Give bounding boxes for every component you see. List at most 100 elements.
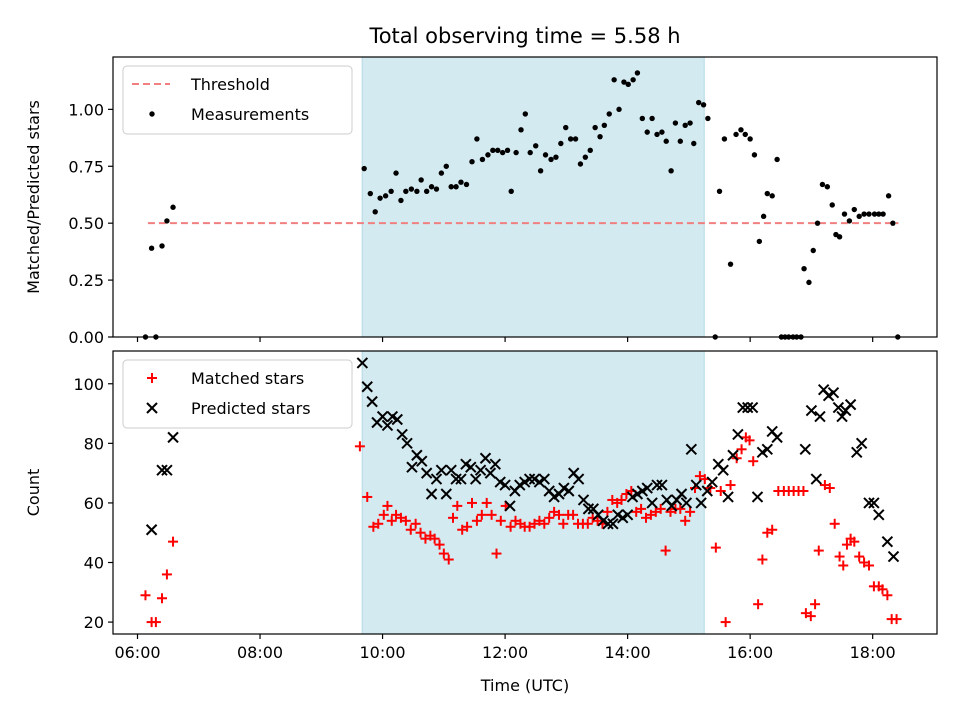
data-point (871, 211, 878, 217)
legend-swatch (146, 402, 158, 414)
data-point (677, 138, 684, 144)
data-point (452, 500, 463, 511)
data-point (715, 486, 726, 497)
data-point (418, 177, 424, 183)
data-point (491, 548, 502, 559)
data-point (474, 136, 480, 142)
data-point (504, 147, 511, 154)
data-point (563, 124, 569, 131)
y-tick-label: 100 (73, 375, 104, 394)
data-point (824, 184, 831, 190)
data-point (438, 170, 445, 176)
data-point (469, 473, 482, 485)
data-point (856, 213, 862, 220)
data-point (764, 190, 770, 197)
data-point (558, 140, 564, 147)
data-point (646, 497, 658, 509)
data-point (495, 147, 501, 154)
data-point (880, 211, 886, 217)
data-point (751, 491, 764, 503)
data-point (428, 184, 435, 190)
data-point (824, 483, 835, 494)
legend-label: Measurements (191, 105, 309, 124)
data-point (373, 518, 384, 529)
data-point (668, 168, 674, 174)
data-point (157, 593, 168, 604)
data-point (354, 441, 365, 452)
x-tick-label: 14:00 (605, 643, 651, 662)
data-point (733, 131, 739, 138)
data-point (474, 464, 487, 476)
data-point (434, 539, 445, 550)
data-point (505, 521, 516, 532)
data-point (641, 482, 653, 494)
data-point (882, 590, 893, 601)
data-point (756, 238, 763, 245)
series-measurements (142, 70, 901, 340)
data-point (655, 503, 666, 514)
data-point (381, 419, 394, 432)
plot-frame (112, 350, 938, 635)
data-point (841, 539, 852, 550)
data-point (757, 554, 768, 565)
data-point (695, 497, 707, 509)
data-point (479, 452, 492, 464)
data-point (400, 515, 411, 526)
data-point (742, 131, 748, 138)
data-point (523, 473, 536, 485)
data-point (377, 195, 383, 201)
data-point (597, 133, 603, 140)
data-point (767, 524, 778, 535)
data-point (568, 509, 579, 520)
data-point (533, 143, 539, 149)
y-tick-label: 0.25 (68, 271, 104, 290)
y-axis-label: Matched/Predicted stars (24, 100, 43, 294)
data-point (877, 584, 888, 595)
data-point (567, 136, 574, 142)
observing-window-band (361, 56, 705, 338)
data-point (705, 115, 711, 122)
data-point (378, 509, 389, 520)
data-point (685, 443, 698, 456)
data-point (806, 279, 812, 286)
data-point (616, 494, 627, 505)
data-point (838, 560, 849, 571)
data-point (168, 536, 179, 547)
data-point (539, 518, 550, 529)
data-point (572, 473, 585, 485)
data-point (396, 428, 408, 441)
data-point (741, 401, 754, 414)
data-point (484, 467, 497, 479)
data-point (582, 154, 589, 160)
data-point (700, 102, 707, 108)
y-tick-label: 40 (84, 554, 104, 573)
data-point (140, 590, 151, 601)
data-point (391, 413, 403, 426)
data-point (410, 518, 421, 529)
data-point (577, 161, 584, 167)
data-point (161, 464, 173, 476)
data-point (810, 599, 821, 610)
x-axis-label: Time (UTC) (480, 676, 569, 695)
data-point (836, 234, 843, 240)
data-point (415, 527, 426, 538)
data-point (659, 129, 665, 135)
data-point (771, 431, 783, 444)
data-point (544, 512, 555, 523)
data-point (572, 136, 579, 142)
data-point (164, 218, 170, 224)
data-point (582, 518, 593, 529)
data-point (161, 569, 172, 580)
data-point (827, 386, 840, 399)
data-point (761, 443, 774, 456)
data-point (727, 261, 734, 267)
data-point (376, 410, 389, 423)
data-point (367, 190, 374, 197)
data-point (420, 467, 433, 479)
data-point (362, 491, 373, 502)
data-point (701, 485, 713, 497)
data-point (760, 213, 767, 220)
data-point (720, 617, 731, 628)
x-tick-label: 06:00 (114, 643, 160, 662)
